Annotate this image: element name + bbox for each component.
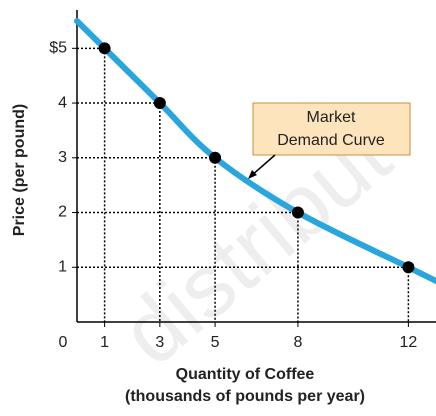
x-tick-label: 3 [155, 334, 164, 351]
x-tick-label: 1 [100, 334, 109, 351]
data-point [402, 261, 415, 274]
annotation: Demand Curve [277, 132, 385, 149]
y-tick-label: 3 [58, 149, 67, 166]
x-tick-label: 5 [211, 334, 220, 351]
annotation-arrow [250, 154, 276, 177]
x-label: (thousands of pounds per year) [125, 388, 365, 405]
y-tick-label: 1 [58, 258, 67, 275]
x-tick-label: 0 [59, 334, 68, 351]
x-tick-label: 12 [399, 334, 417, 351]
y-label: Price (per pound) [11, 104, 28, 236]
annotation: Market [307, 109, 356, 126]
y-tick-label: 2 [58, 204, 67, 221]
y-tick-label: 4 [58, 94, 67, 111]
data-point [98, 42, 111, 55]
y-tick-label: $5 [49, 40, 67, 57]
annotation-box [252, 102, 411, 156]
data-point [209, 151, 222, 164]
data-point [153, 97, 166, 110]
data-point [291, 206, 304, 219]
arrow-head [248, 170, 257, 179]
x-label: Quantity of Coffee [176, 366, 315, 383]
x-tick-label: 8 [293, 334, 302, 351]
